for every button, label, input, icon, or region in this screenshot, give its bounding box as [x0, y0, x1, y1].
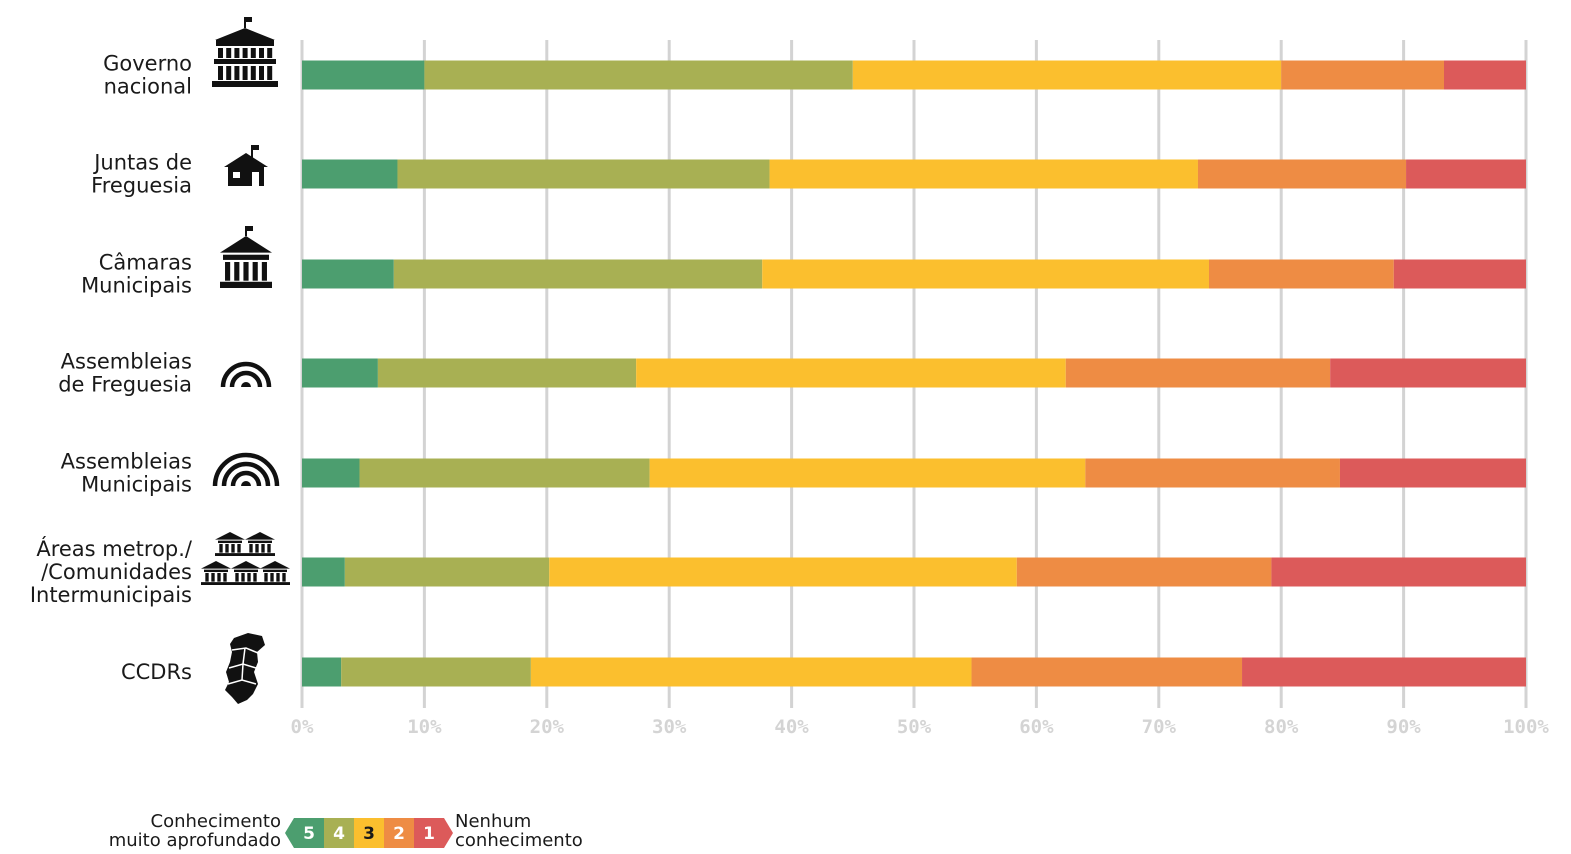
category-label: Câmaras Municipais	[81, 251, 192, 298]
legend-swatch	[384, 818, 414, 848]
legend-swatch	[354, 818, 384, 848]
category-label: Governo nacional	[103, 52, 192, 99]
legend: Conhecimento muito aprofundado Nenhum conhe…	[109, 811, 583, 851]
bar-segment	[1242, 657, 1526, 687]
small-house-icon	[224, 145, 268, 186]
bar-segment	[302, 159, 398, 189]
bar-segment	[344, 557, 550, 587]
legend-right-label: Nenhum conhecimento	[455, 811, 583, 851]
bar-segment	[649, 458, 1086, 488]
legend-swatch	[324, 818, 354, 848]
bar-segment	[302, 557, 345, 587]
bar-segment	[769, 159, 1198, 189]
bar-segment	[1197, 159, 1407, 189]
bar-segment	[1393, 259, 1526, 289]
legend-entry-label: 2	[393, 824, 405, 844]
x-tick-label: 40%	[774, 716, 809, 738]
x-tick-label: 30%	[652, 716, 687, 738]
legend-arrow-right	[444, 818, 453, 848]
bar-segment	[341, 657, 531, 687]
category-label: Assembleias de Freguesia	[58, 350, 192, 397]
x-tick-label: 60%	[1019, 716, 1054, 738]
category-label: CCDRs	[121, 660, 192, 684]
large-assembly-icon	[212, 452, 280, 487]
legend-entry-label: 5	[303, 824, 315, 844]
bar-segment	[302, 259, 394, 289]
bar-segment	[1271, 557, 1526, 587]
x-tick-label: 100%	[1503, 716, 1549, 738]
x-tick-label: 0%	[291, 716, 314, 738]
bar-segment	[1085, 458, 1340, 488]
bar-segment	[636, 358, 1066, 388]
small-assembly-icon	[220, 361, 272, 388]
bar-segment	[1339, 458, 1526, 488]
legend-swatch	[414, 818, 444, 848]
portugal-map-icon	[225, 633, 265, 704]
bar-segment	[1016, 557, 1272, 587]
bar-segment	[424, 60, 853, 90]
bar-segment	[971, 657, 1243, 687]
bar-segment	[393, 259, 763, 289]
bar-segment	[1330, 358, 1526, 388]
legend-left-label: Conhecimento muito aprofundado	[109, 811, 281, 851]
x-tick-label: 70%	[1142, 716, 1177, 738]
x-tick-label: 80%	[1264, 716, 1299, 738]
bar-segment	[852, 60, 1282, 90]
bar-segment	[359, 458, 650, 488]
legend-entry-label: 1	[423, 824, 435, 844]
government-building-icon	[212, 17, 278, 87]
bar-segment	[377, 358, 637, 388]
bar-segment	[762, 259, 1209, 289]
bar-segment	[1406, 159, 1526, 189]
city-hall-icon	[220, 226, 272, 288]
x-tick-label: 20%	[530, 716, 565, 738]
bar-segment	[549, 557, 1017, 587]
category-label: Assembleias Municipais	[61, 450, 192, 497]
x-axis-tick-labels: 0% 10% 20% 30% 40% 50% 60% 70% 80% 90% 100%	[291, 716, 1550, 738]
x-tick-label: 90%	[1386, 716, 1421, 738]
bar-segment	[530, 657, 972, 687]
bar-segment	[397, 159, 770, 189]
legend-swatch	[294, 818, 324, 848]
legend-entry-label: 4	[333, 824, 345, 844]
legend-entry-label: 3	[363, 824, 375, 844]
bars	[302, 60, 1526, 687]
x-tick-label: 10%	[407, 716, 442, 738]
legend-arrow-left	[285, 818, 294, 848]
bar-segment	[302, 458, 360, 488]
bar-segment	[302, 657, 342, 687]
category-label: Juntas de Freguesia	[91, 151, 192, 198]
bar-segment	[1281, 60, 1444, 90]
bar-segment	[1208, 259, 1394, 289]
bar-segment	[1065, 358, 1331, 388]
category-icons	[201, 17, 290, 704]
bar-segment	[302, 358, 378, 388]
category-labels: Governo nacional Juntas de Freguesia Câmaras…	[30, 52, 193, 685]
bar-segment	[1443, 60, 1526, 90]
category-label: Áreas metrop.//Comunidades Intermunicipai…	[30, 536, 193, 607]
multiple-buildings-icon	[201, 532, 290, 585]
x-tick-label: 50%	[897, 716, 932, 738]
bar-segment	[302, 60, 425, 90]
